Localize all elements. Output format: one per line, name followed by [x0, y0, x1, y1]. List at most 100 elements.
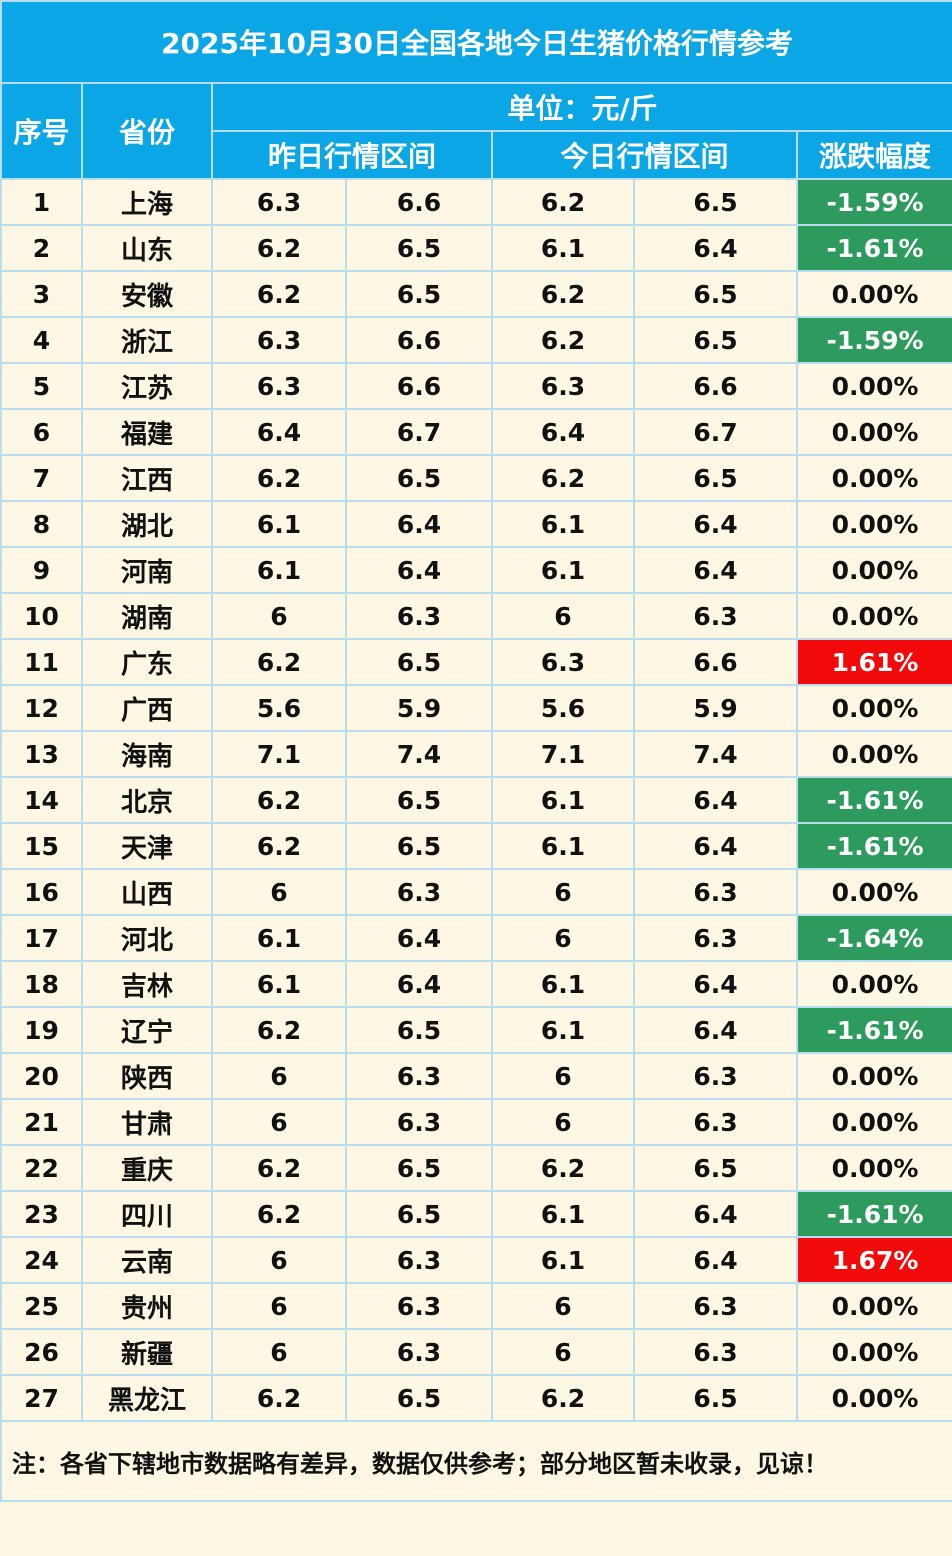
today-low: 6 — [491, 1328, 635, 1376]
row-index: 24 — [0, 1236, 83, 1284]
today-low: 6 — [491, 592, 635, 640]
change-badge: 0.00% — [795, 362, 952, 410]
today-low: 6.1 — [491, 1006, 635, 1054]
row-index: 19 — [0, 1006, 83, 1054]
yesterday-low: 6.2 — [211, 822, 347, 870]
row-index: 1 — [0, 178, 83, 226]
yesterday-low: 6.2 — [211, 224, 347, 272]
today-high: 6.4 — [633, 960, 798, 1008]
today-low: 6 — [491, 1052, 635, 1100]
change-badge: -1.61% — [795, 1006, 952, 1054]
table-row: 4 浙江 6.3 6.6 6.2 6.5 -1.59% — [0, 316, 952, 364]
change-badge: 0.00% — [795, 960, 952, 1008]
change-badge: 0.00% — [795, 868, 952, 916]
row-province: 湖南 — [81, 592, 213, 640]
yesterday-low: 6 — [211, 592, 347, 640]
table-row: 19 辽宁 6.2 6.5 6.1 6.4 -1.61% — [0, 1006, 952, 1054]
change-badge: -1.61% — [795, 1190, 952, 1238]
row-index: 4 — [0, 316, 83, 364]
row-province: 重庆 — [81, 1144, 213, 1192]
change-badge: -1.64% — [795, 914, 952, 962]
change-badge: 0.00% — [795, 454, 952, 502]
row-index: 17 — [0, 914, 83, 962]
row-index: 27 — [0, 1374, 83, 1422]
table-row: 3 安徽 6.2 6.5 6.2 6.5 0.00% — [0, 270, 952, 318]
yesterday-high: 6.3 — [345, 1236, 493, 1284]
row-province: 黑龙江 — [81, 1374, 213, 1422]
row-province: 广东 — [81, 638, 213, 686]
table-row: 16 山西 6 6.3 6 6.3 0.00% — [0, 868, 952, 916]
yesterday-high: 6.5 — [345, 1190, 493, 1238]
today-low: 6.2 — [491, 1374, 635, 1422]
table-row: 23 四川 6.2 6.5 6.1 6.4 -1.61% — [0, 1190, 952, 1238]
today-low: 6 — [491, 914, 635, 962]
yesterday-low: 6.3 — [211, 362, 347, 410]
change-badge: 1.67% — [795, 1236, 952, 1284]
table-row: 10 湖南 6 6.3 6 6.3 0.00% — [0, 592, 952, 640]
table-row: 13 海南 7.1 7.4 7.1 7.4 0.00% — [0, 730, 952, 778]
row-province: 北京 — [81, 776, 213, 824]
change-badge: 0.00% — [795, 592, 952, 640]
row-province: 江西 — [81, 454, 213, 502]
today-high: 6.5 — [633, 316, 798, 364]
row-province: 四川 — [81, 1190, 213, 1238]
table-row: 1 上海 6.3 6.6 6.2 6.5 -1.59% — [0, 178, 952, 226]
today-low: 5.6 — [491, 684, 635, 732]
today-high: 6.7 — [633, 408, 798, 456]
change-badge: 0.00% — [795, 1052, 952, 1100]
table-row: 20 陕西 6 6.3 6 6.3 0.00% — [0, 1052, 952, 1100]
row-index: 20 — [0, 1052, 83, 1100]
row-index: 9 — [0, 546, 83, 594]
row-province: 天津 — [81, 822, 213, 870]
change-badge: 0.00% — [795, 1282, 952, 1330]
header-change: 涨跌幅度 — [795, 130, 952, 180]
change-badge: 0.00% — [795, 546, 952, 594]
today-high: 6.3 — [633, 1282, 798, 1330]
change-badge: 0.00% — [795, 1328, 952, 1376]
change-badge: 0.00% — [795, 684, 952, 732]
row-index: 16 — [0, 868, 83, 916]
yesterday-low: 6 — [211, 1328, 347, 1376]
table-title: 2025年10月30日全国各地今日生猪价格行情参考 — [0, 0, 952, 84]
today-low: 6.3 — [491, 362, 635, 410]
table-row: 5 江苏 6.3 6.6 6.3 6.6 0.00% — [0, 362, 952, 410]
yesterday-high: 6.6 — [345, 362, 493, 410]
row-province: 山西 — [81, 868, 213, 916]
yesterday-low: 6.2 — [211, 776, 347, 824]
yesterday-low: 6.1 — [211, 500, 347, 548]
row-province: 河北 — [81, 914, 213, 962]
yesterday-high: 6.3 — [345, 868, 493, 916]
today-high: 6.6 — [633, 638, 798, 686]
change-badge: -1.61% — [795, 822, 952, 870]
table-row: 17 河北 6.1 6.4 6 6.3 -1.64% — [0, 914, 952, 962]
yesterday-high: 6.3 — [345, 1328, 493, 1376]
yesterday-low: 6.4 — [211, 408, 347, 456]
change-badge: -1.59% — [795, 316, 952, 364]
table-row: 11 广东 6.2 6.5 6.3 6.6 1.61% — [0, 638, 952, 686]
row-index: 15 — [0, 822, 83, 870]
today-low: 6 — [491, 868, 635, 916]
today-high: 6.3 — [633, 1098, 798, 1146]
change-badge: 0.00% — [795, 270, 952, 318]
today-high: 7.4 — [633, 730, 798, 778]
header-unit: 单位：元/斤 — [210, 82, 952, 132]
row-province: 辽宁 — [81, 1006, 213, 1054]
row-index: 13 — [0, 730, 83, 778]
today-high: 6.3 — [633, 1052, 798, 1100]
row-province: 海南 — [81, 730, 213, 778]
yesterday-high: 6.6 — [345, 178, 493, 226]
row-province: 广西 — [81, 684, 213, 732]
row-index: 8 — [0, 500, 83, 548]
change-badge: 0.00% — [795, 1098, 952, 1146]
yesterday-low: 6.2 — [211, 1144, 347, 1192]
today-high: 6.4 — [633, 822, 798, 870]
yesterday-low: 6 — [211, 868, 347, 916]
table-row: 22 重庆 6.2 6.5 6.2 6.5 0.00% — [0, 1144, 952, 1192]
today-low: 6 — [491, 1098, 635, 1146]
today-low: 6.2 — [491, 454, 635, 502]
today-low: 6.2 — [491, 316, 635, 364]
row-index: 5 — [0, 362, 83, 410]
today-high: 6.5 — [633, 454, 798, 502]
row-province: 安徽 — [81, 270, 213, 318]
today-high: 6.3 — [633, 1328, 798, 1376]
